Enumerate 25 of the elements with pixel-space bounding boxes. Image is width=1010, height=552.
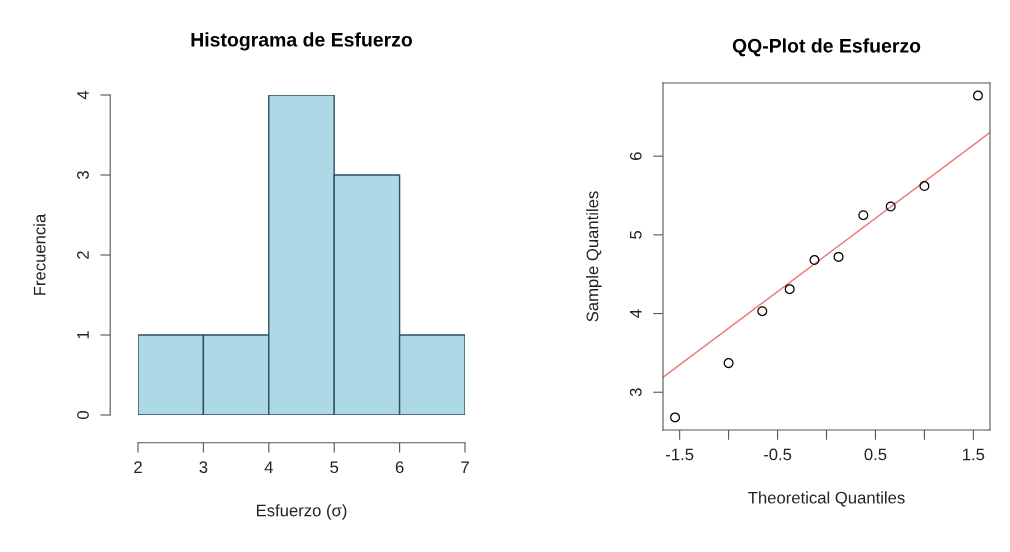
y-tick-label: 5 [630, 230, 642, 239]
y-tick-label: 1 [77, 331, 89, 339]
x-tick-label: 3 [199, 461, 208, 474]
x-tick-label: 2 [134, 461, 142, 473]
y-tick-label: 6 [629, 152, 642, 160]
y-tick-label: 4 [630, 309, 642, 318]
x-tick-label: 7 [461, 461, 469, 473]
y-tick-label: 2 [77, 251, 89, 259]
x-tick-label: 0.5 [864, 448, 887, 461]
y-tick-label: 4 [77, 90, 89, 100]
chart-title: Histograma de Esfuerzo [191, 32, 413, 51]
y-tick-label: 0 [77, 411, 89, 419]
x-axis-title: Theoretical Quantiles [748, 491, 905, 507]
x-tick-label: -0.5 [763, 448, 792, 461]
x-tick-label: 1.5 [963, 448, 985, 461]
x-tick-label: -1.5 [666, 448, 694, 461]
x-tick-label: 6 [395, 461, 404, 474]
chart-title: QQ-Plot de Esfuerzo [732, 38, 921, 57]
x-tick-label: 5 [330, 461, 339, 474]
y-tick-label: 3 [629, 388, 642, 397]
x-tick-label: 4 [264, 461, 273, 473]
x-axis-title: Esfuerzo (σ) [256, 504, 347, 520]
y-axis-title: Sample Quantiles [586, 191, 602, 322]
y-tick-label: 3 [77, 171, 89, 179]
y-axis-title: Frecuencia [33, 213, 46, 295]
